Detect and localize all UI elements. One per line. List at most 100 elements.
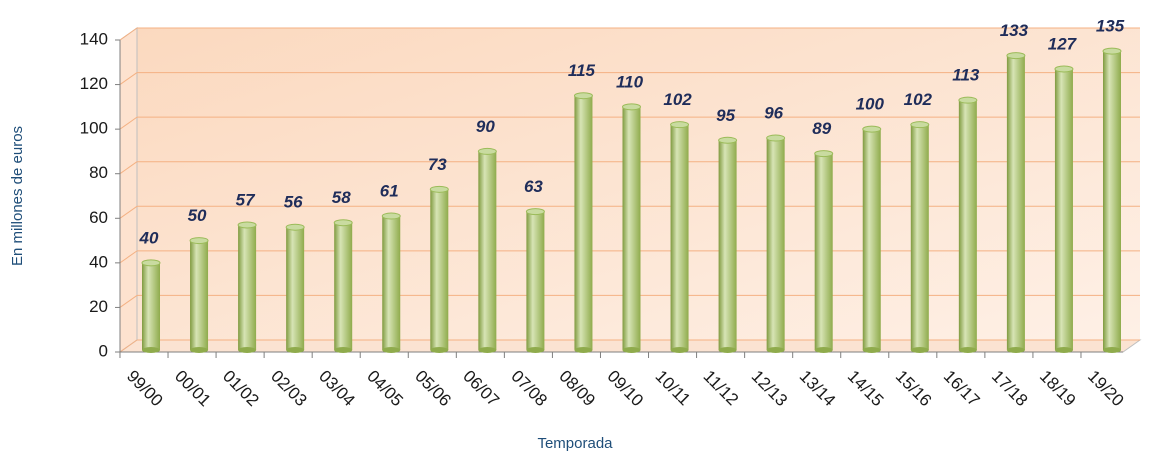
bar-top: [862, 125, 882, 133]
bar: [382, 216, 401, 350]
bar-base: [910, 347, 929, 353]
bar-top: [958, 96, 978, 104]
value-label: 50: [188, 206, 207, 225]
bar: [718, 140, 737, 350]
bar-base: [718, 347, 737, 353]
bar-base: [1006, 347, 1025, 353]
bar-top: [237, 221, 257, 229]
bar-base: [334, 347, 353, 353]
value-label: 100: [856, 95, 885, 114]
x-tick-label: 10/11: [652, 367, 695, 410]
value-label: 73: [428, 155, 447, 174]
grid-line-side: [119, 295, 138, 308]
bar-top: [718, 136, 738, 144]
value-label: 40: [139, 228, 159, 247]
bar-base: [1103, 347, 1121, 353]
grid-line-side: [119, 250, 138, 264]
x-tick-label: 02/03: [267, 367, 311, 411]
bar-base: [574, 347, 593, 353]
value-label: 56: [284, 193, 303, 212]
bar: [526, 211, 545, 350]
bar-top: [381, 212, 401, 220]
bar-base: [862, 347, 881, 353]
bar: [190, 240, 209, 350]
bar-top: [814, 150, 834, 158]
bar-top: [573, 92, 593, 100]
bar: [862, 129, 881, 350]
bar: [430, 189, 449, 350]
y-tick-label: 40: [89, 252, 108, 271]
bar-top: [766, 134, 786, 142]
bar: [622, 106, 641, 350]
bar-base: [478, 347, 497, 353]
y-tick-label: 100: [80, 119, 108, 138]
bar-base: [142, 347, 160, 353]
value-label: 102: [904, 90, 933, 109]
value-label: 102: [663, 90, 692, 109]
grid-line-side: [119, 205, 138, 219]
x-tick-label: 17/18: [988, 367, 1032, 411]
bar: [574, 95, 593, 350]
value-label: 95: [716, 106, 735, 125]
bar: [1006, 55, 1025, 350]
bar-top: [622, 103, 641, 111]
bar: [142, 262, 160, 350]
bar-base: [814, 347, 833, 353]
bar-base: [430, 347, 449, 353]
bar-top: [333, 219, 353, 227]
bar: [334, 222, 353, 350]
bar-top: [1054, 65, 1074, 73]
bar-top: [477, 147, 497, 155]
y-tick-label: 80: [89, 163, 108, 182]
value-label: 57: [236, 190, 256, 209]
grid-line-side: [119, 339, 138, 353]
bar: [910, 124, 929, 350]
bar-base: [622, 347, 641, 353]
bar-top: [525, 208, 545, 216]
grid-line-side: [119, 72, 138, 85]
grid-line-side: [119, 161, 138, 175]
x-tick-label: 16/17: [940, 367, 984, 411]
bar-base: [766, 347, 785, 353]
grid-line-side: [119, 27, 138, 41]
bar: [238, 224, 257, 350]
x-tick-label: 01/02: [219, 367, 263, 411]
x-tick-label: 11/12: [700, 367, 743, 410]
grid-line-side: [119, 116, 138, 130]
y-tick-label: 140: [80, 29, 108, 48]
bar-base: [286, 347, 305, 353]
y-tick-label: 0: [99, 341, 108, 360]
x-tick-label: 04/05: [363, 367, 407, 411]
bar-top: [189, 237, 209, 245]
bar: [958, 100, 977, 351]
bar-base: [670, 347, 689, 353]
x-tick-label: 07/08: [507, 367, 551, 411]
x-tick-label: 99/00: [123, 367, 167, 411]
x-tick-label: 12/13: [748, 367, 792, 411]
x-tick-label: 14/15: [844, 367, 888, 411]
bar-top: [285, 223, 305, 231]
y-tick-label: 120: [80, 74, 108, 93]
y-axis-title: En millones de euros: [9, 126, 26, 266]
y-tick-label: 60: [89, 208, 108, 227]
value-label: 96: [764, 104, 783, 123]
x-tick-label: 18/19: [1036, 367, 1080, 411]
x-tick-label: 00/01: [171, 367, 215, 411]
x-tick-label: 19/20: [1084, 367, 1128, 411]
bar-base: [382, 347, 401, 353]
bar-top: [429, 185, 449, 193]
bar-base: [1054, 347, 1073, 353]
x-tick-label: 08/09: [555, 367, 599, 411]
bar-top: [670, 121, 690, 129]
value-label: 58: [332, 188, 351, 207]
x-tick-label: 06/07: [459, 367, 503, 411]
value-label: 135: [1096, 17, 1125, 36]
bar-base: [958, 347, 977, 353]
value-label: 61: [380, 182, 399, 201]
bar-top: [910, 121, 930, 129]
value-label: 110: [616, 72, 644, 91]
bar-top: [1102, 47, 1122, 55]
value-label: 89: [812, 119, 831, 138]
value-label: 133: [1000, 21, 1029, 40]
x-tick-label: 15/16: [892, 367, 936, 411]
